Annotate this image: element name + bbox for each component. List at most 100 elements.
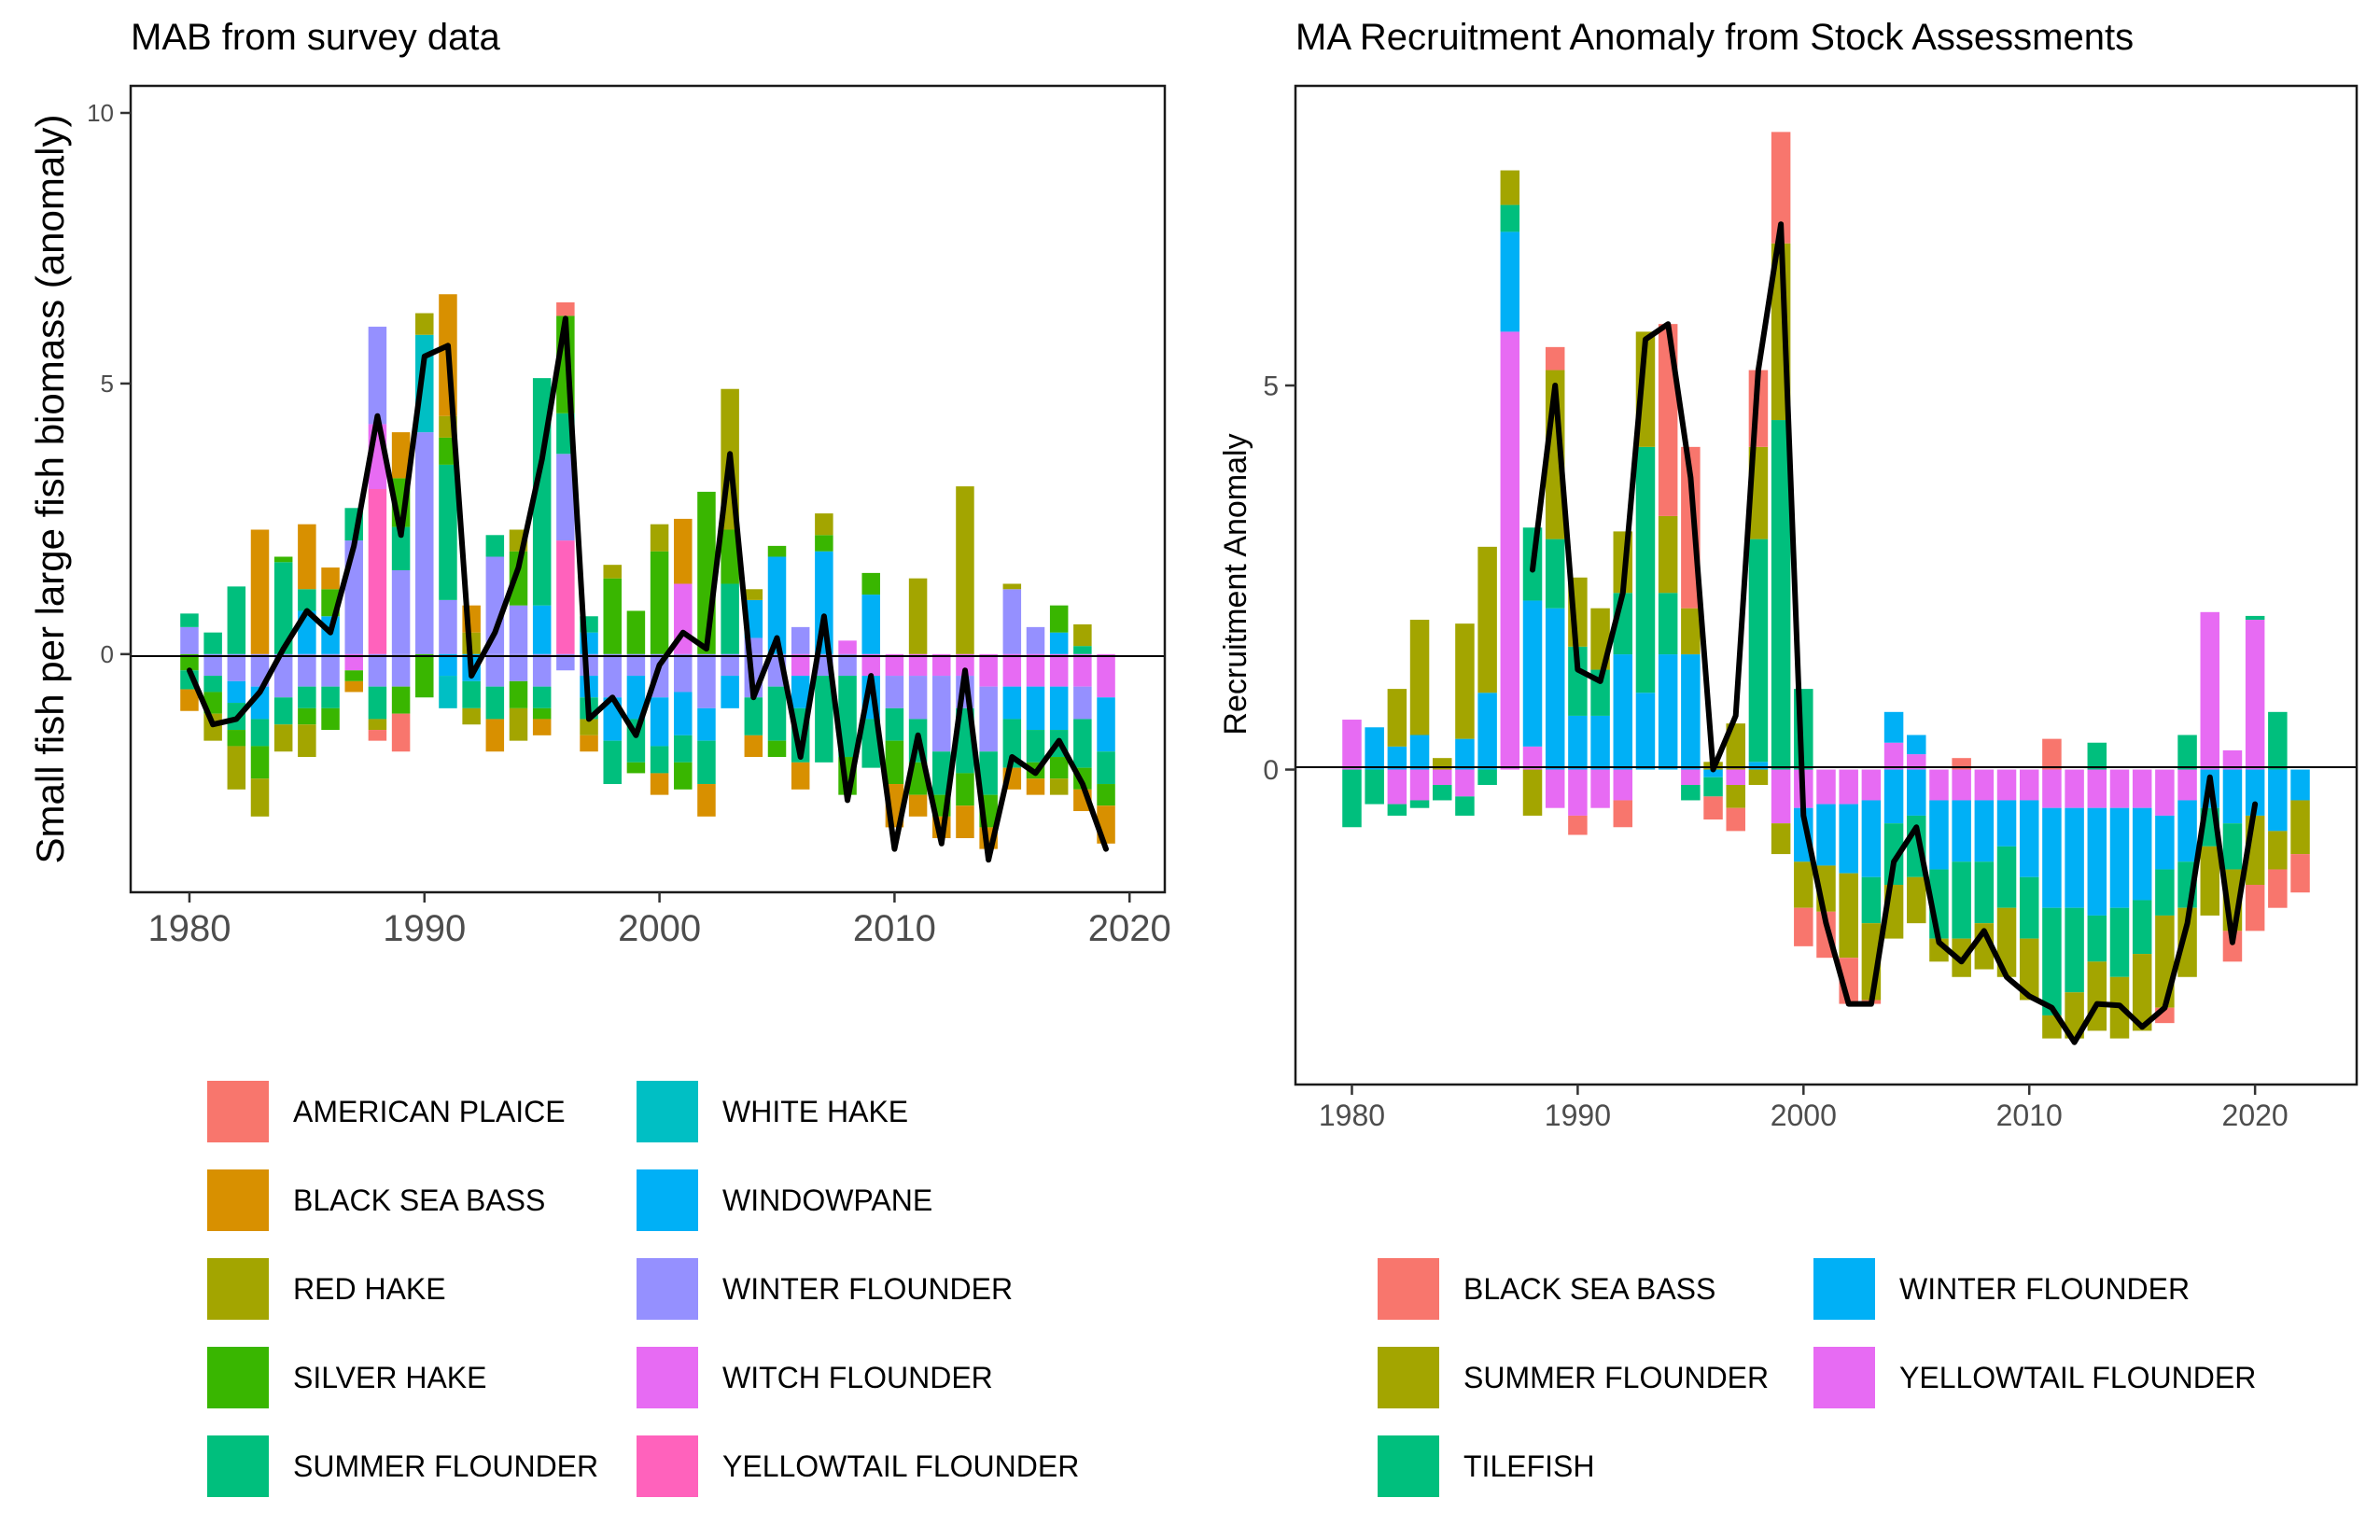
right-bar-segment-summer-flounder [2268, 831, 2288, 870]
left-bar-segment-black-sea-bass [180, 689, 199, 711]
left-legend-item-winter-flounder: WINTER FLOUNDER [637, 1258, 1013, 1320]
left-bar-segment-winter-flounder [674, 653, 693, 693]
right-bar-segment-black-sea-bass [1703, 796, 1723, 820]
right-bar-segment-winter-flounder [2019, 800, 2039, 877]
left-bar-segment-winter-flounder [509, 605, 528, 654]
right-bar-segment-tilefish [1658, 593, 1678, 655]
left-bar-segment-summer-flounder [697, 740, 716, 785]
right-bar-segment-winter-flounder [1409, 735, 1430, 770]
left-bar-segment-summer-flounder [368, 686, 387, 720]
right-bar-segment-summer-flounder [1748, 769, 1769, 785]
right-bar-segment-yellowtail-flounder [1883, 742, 1904, 770]
left-bar-segment-windowpane [532, 605, 552, 654]
left-bar-segment-summer-flounder [227, 586, 246, 654]
left-bar-segment-windowpane [1049, 632, 1069, 654]
left-bar-segment-summer-flounder [650, 746, 669, 774]
left-legend-item-red-hake: RED HAKE [207, 1258, 446, 1320]
left-bar-segment-winter-flounder [485, 653, 505, 687]
left-bar-segment-american-plaice [368, 730, 387, 741]
left-bar-segment-witch-flounder [1097, 653, 1115, 698]
right-bar-segment-yellowtail-flounder [1681, 769, 1701, 785]
right-bar-segment-tilefish [1432, 785, 1452, 801]
right-bar-segment-black-sea-bass [1771, 132, 1791, 244]
left-bar-segment-winter-flounder [391, 653, 411, 687]
right-bar-segment-black-sea-bass [2042, 738, 2062, 770]
left-x-tick-label: 2010 [853, 908, 936, 949]
right-bar-2009 [1996, 769, 2017, 977]
left-bar-segment-summer-flounder [532, 686, 552, 708]
left-bar-1984 [273, 556, 293, 752]
right-y-tick-label: 5 [1263, 371, 1279, 402]
right-bar-segment-summer-flounder [1726, 723, 1745, 770]
right-bar-segment-black-sea-bass [2222, 931, 2243, 962]
right-bar-segment-winter-flounder [1568, 715, 1588, 770]
left-bar-segment-summer-flounder [321, 686, 340, 708]
left-y-tick-label: 0 [101, 640, 114, 668]
right-bar-segment-winter-flounder [1703, 769, 1723, 777]
right-bar-1982 [1387, 689, 1407, 816]
left-bar-segment-silver-hake [180, 653, 199, 671]
left-bar-segment-summer-flounder [250, 719, 270, 747]
left-bar-segment-summer-flounder [838, 676, 857, 758]
right-bar-segment-tilefish [1409, 800, 1430, 808]
left-bar-segment-silver-hake [626, 762, 646, 774]
right-bar-segment-summer-flounder [1387, 689, 1407, 747]
right-bar-segment-tilefish [2087, 915, 2107, 962]
left-bar-1993 [485, 535, 505, 752]
right-bar-segment-winter-flounder [2222, 769, 2243, 824]
left-series-line-group [187, 315, 1109, 863]
right-legend-item-black-sea-bass: BLACK SEA BASS [1378, 1258, 1715, 1320]
left-bar-segment-windowpane [697, 707, 716, 741]
right-bar-segment-winter-flounder [1816, 804, 1836, 866]
left-bar-2011 [908, 578, 928, 817]
right-y-axis-label: Recruitment Anomaly [1218, 433, 1253, 735]
right-bar-segment-winter-flounder [1455, 738, 1475, 770]
left-bar-segment-windowpane [721, 676, 739, 708]
right-bar-segment-winter-flounder [1839, 804, 1858, 874]
right-bar-segment-yellowtail-flounder [1387, 769, 1407, 805]
left-bar-segment-summer-flounder [485, 686, 505, 720]
left-legend-swatch [207, 1081, 269, 1142]
right-bar-segment-winter-flounder [1748, 762, 1769, 770]
right-bar-segment-tilefish [2132, 900, 2152, 955]
right-bar-segment-tilefish [1996, 846, 2017, 908]
left-bar-segment-summer-flounder [721, 583, 739, 654]
left-bar-segment-summer-flounder [391, 526, 411, 570]
left-bar-segment-windowpane [227, 680, 246, 704]
left-bar-segment-white-hake [439, 676, 457, 708]
right-bar-segment-tilefish [1952, 861, 1971, 939]
left-bar-segment-red-hake [1002, 583, 1022, 590]
left-legend-item-silver-hake: SILVER HAKE [207, 1347, 486, 1408]
left-bar-segment-black-sea-bass [298, 524, 316, 590]
right-legend-item-yellowtail-flounder: YELLOWTAIL FLOUNDER [1813, 1347, 2256, 1408]
left-bar-2008 [838, 640, 857, 795]
left-bar-segment-winter-flounder [721, 653, 739, 677]
right-panel-border [1294, 84, 2359, 1086]
left-bar-2000 [650, 524, 669, 795]
left-bar-segment-silver-hake [250, 746, 270, 779]
right-bar-segment-winter-flounder [1658, 654, 1678, 770]
right-legend-swatch [1378, 1347, 1439, 1408]
left-bar-segment-winter-flounder [603, 653, 622, 698]
left-bar-segment-silver-hake [532, 707, 552, 720]
right-bar-segment-yellowtail-flounder [1839, 769, 1858, 805]
left-bar-segment-red-hake [580, 719, 598, 735]
left-bar-segment-summer-flounder [1073, 719, 1092, 768]
right-bar-segment-winter-flounder [2268, 769, 2288, 832]
right-bar-segment-yellowtail-flounder [1861, 769, 1882, 801]
left-bar-segment-silver-hake [273, 556, 293, 563]
left-bar-segment-silver-hake [767, 545, 787, 557]
left-bar-segment-winter-flounder [1002, 589, 1022, 654]
left-bar-segment-summer-flounder [885, 707, 904, 741]
right-legend-label: YELLOWTAIL FLOUNDER [1899, 1361, 2256, 1394]
left-bar-segment-red-hake [298, 724, 316, 758]
left-bar-segment-black-sea-bass [250, 529, 270, 654]
left-bar-segment-winter-flounder [415, 432, 434, 654]
left-bar-segment-windowpane [674, 692, 693, 735]
left-bar-segment-black-sea-bass [532, 719, 552, 735]
left-legend-item-yellowtail-flounder: YELLOWTAIL FLOUNDER [637, 1435, 1079, 1497]
left-bar-segment-silver-hake [674, 762, 693, 790]
right-bar-segment-tilefish [2087, 742, 2107, 770]
right-bar-segment-black-sea-bass [2268, 869, 2288, 908]
left-bar-segment-winter-flounder [344, 540, 363, 654]
